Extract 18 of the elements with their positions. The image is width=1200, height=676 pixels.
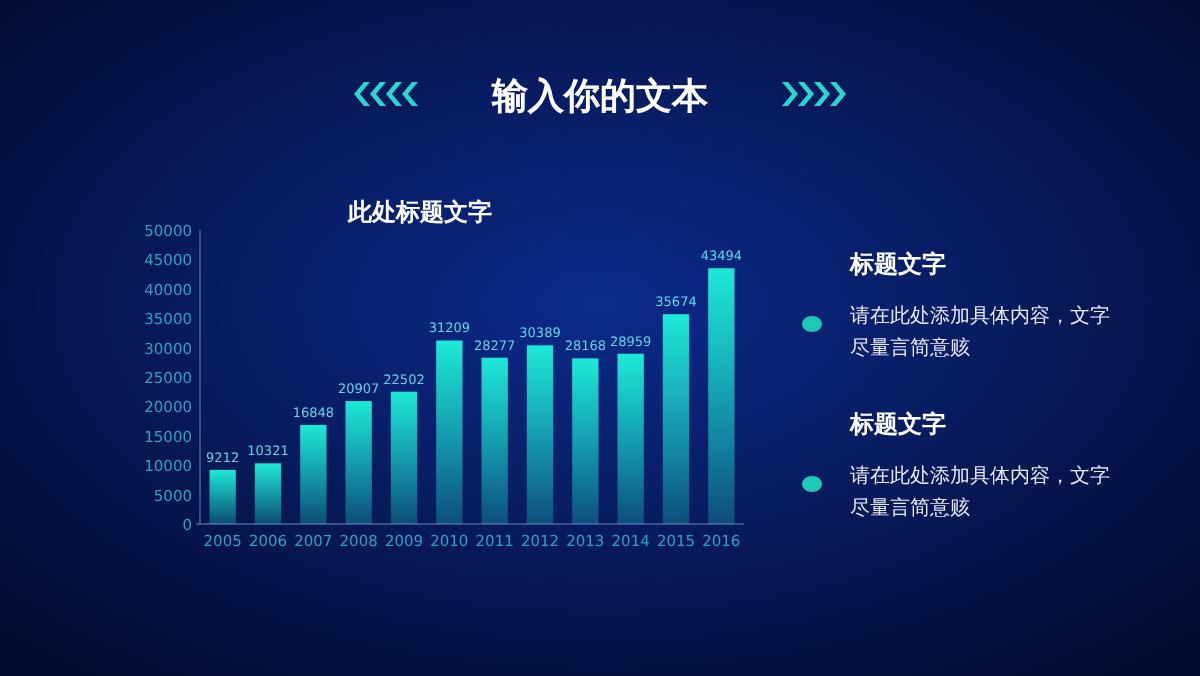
bar	[254, 463, 282, 524]
bar	[345, 401, 372, 524]
text: 标题文字	[848, 250, 946, 278]
bar	[708, 268, 735, 524]
bar	[662, 314, 690, 524]
bar	[572, 358, 599, 524]
chart-title: 此处标题文字	[346, 198, 492, 226]
bar	[526, 345, 554, 524]
text: 请在此处添加具体内容，文字尽量言简意赅	[850, 304, 1110, 360]
bar	[300, 424, 327, 524]
bar	[481, 357, 508, 524]
bar	[209, 469, 236, 524]
bar	[617, 353, 644, 524]
text: 请在此处添加具体内容，文字尽量言简意赅	[850, 464, 1110, 520]
text: 输入你的文本	[490, 76, 710, 118]
bar	[390, 391, 418, 524]
bar	[436, 340, 463, 524]
text: 标题文字	[848, 410, 946, 438]
